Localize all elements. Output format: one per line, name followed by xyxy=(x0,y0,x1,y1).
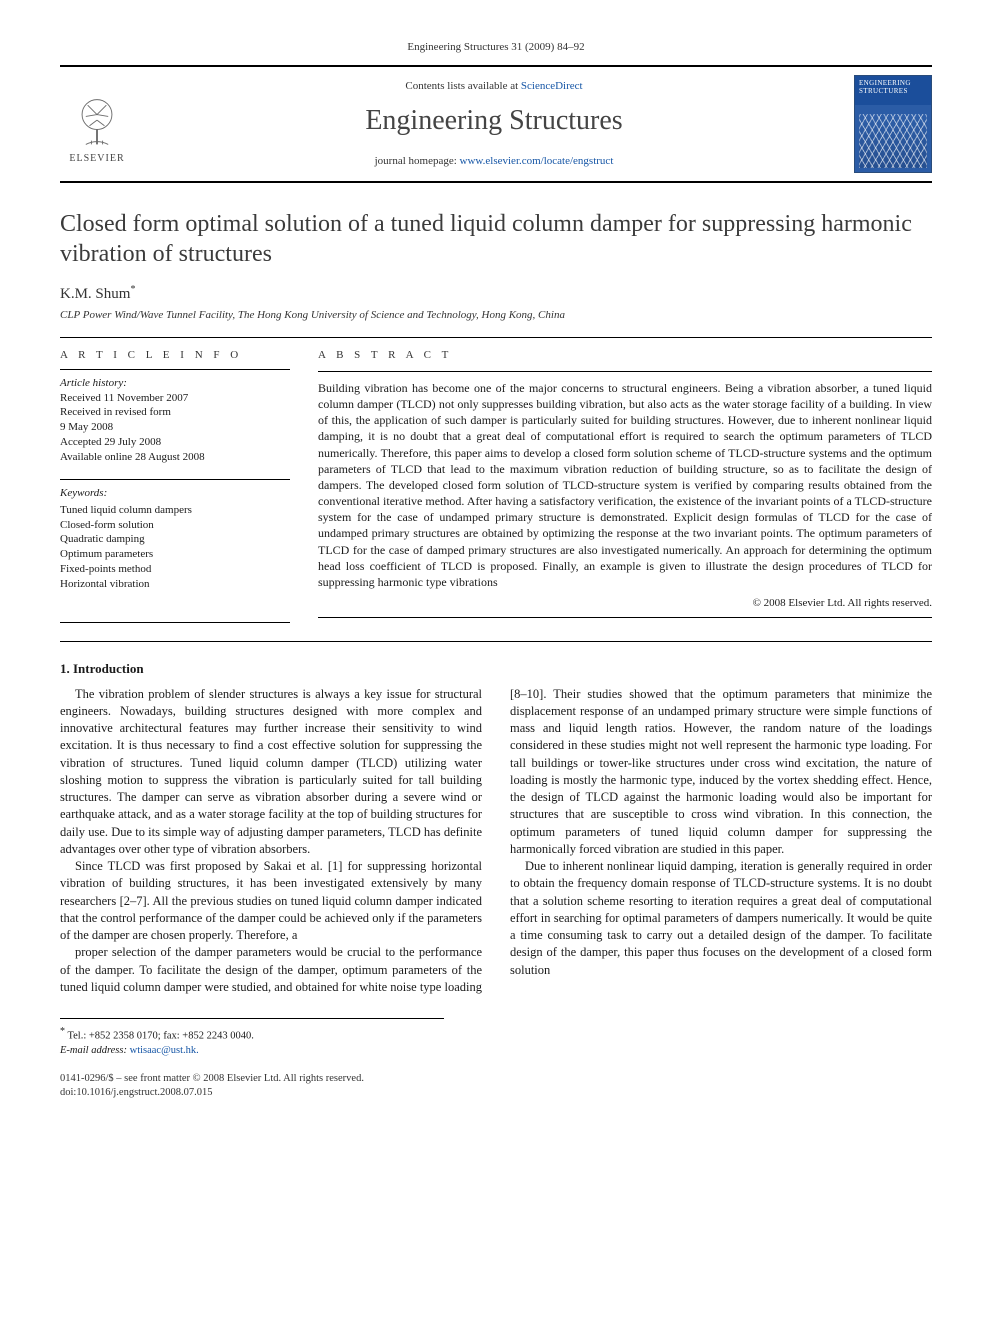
article-info-heading: A R T I C L E I N F O xyxy=(60,348,290,363)
keywords-label: Keywords: xyxy=(60,486,290,501)
rule xyxy=(318,617,932,618)
corr-contact: Tel.: +852 2358 0170; fax: +852 2243 004… xyxy=(67,1031,253,1042)
rule xyxy=(60,641,932,642)
homepage-line: journal homepage: www.elsevier.com/locat… xyxy=(146,154,842,169)
cover-art-icon xyxy=(859,114,927,168)
journal-header: ELSEVIER Contents lists available at Sci… xyxy=(60,65,932,183)
header-center: Contents lists available at ScienceDirec… xyxy=(146,79,842,168)
history-received: Received 11 November 2007 xyxy=(60,391,290,406)
author-line: K.M. Shum* xyxy=(60,283,932,304)
elsevier-tree-icon xyxy=(69,94,125,150)
corr-marker: * xyxy=(130,284,135,295)
email-label: E-mail address: xyxy=(60,1045,127,1056)
rule xyxy=(60,369,290,370)
body-paragraph: Due to inherent nonlinear liquid damping… xyxy=(510,858,932,979)
journal-citation: Engineering Structures 31 (2009) 84–92 xyxy=(60,40,932,55)
paper-title: Closed form optimal solution of a tuned … xyxy=(60,209,932,269)
article-history: Article history: Received 11 November 20… xyxy=(60,376,290,465)
keyword: Quadratic damping xyxy=(60,532,290,547)
keyword: Tuned liquid column dampers xyxy=(60,503,290,518)
keyword: Horizontal vibration xyxy=(60,577,290,592)
sciencedirect-link[interactable]: ScienceDirect xyxy=(521,80,583,92)
homepage-link[interactable]: www.elsevier.com/locate/engstruct xyxy=(460,155,614,167)
abstract-heading: A B S T R A C T xyxy=(318,348,932,363)
publisher-name: ELSEVIER xyxy=(69,152,124,166)
section-heading: 1. Introduction xyxy=(60,660,932,678)
keyword: Optimum parameters xyxy=(60,547,290,562)
rule xyxy=(60,622,290,623)
issn-line: 0141-0296/$ – see front matter © 2008 El… xyxy=(60,1072,932,1086)
author-name: K.M. Shum xyxy=(60,286,130,302)
history-revised-l2: 9 May 2008 xyxy=(60,420,290,435)
article-info-col: A R T I C L E I N F O Article history: R… xyxy=(60,348,290,618)
history-revised-l1: Received in revised form xyxy=(60,405,290,420)
body-paragraph: The vibration problem of slender structu… xyxy=(60,686,482,859)
journal-name: Engineering Structures xyxy=(146,102,842,140)
footnotes: * Tel.: +852 2358 0170; fax: +852 2243 0… xyxy=(60,1018,444,1058)
abstract-col: A B S T R A C T Building vibration has b… xyxy=(318,348,932,618)
abstract-text: Building vibration has become one of the… xyxy=(318,380,932,590)
corr-marker: * xyxy=(60,1026,65,1037)
publisher-logo: ELSEVIER xyxy=(60,82,134,166)
history-accepted: Accepted 29 July 2008 xyxy=(60,435,290,450)
rule xyxy=(318,371,932,372)
title-block: Closed form optimal solution of a tuned … xyxy=(60,209,932,323)
email-footnote: E-mail address: wtisaac@ust.hk. xyxy=(60,1044,444,1058)
journal-cover-thumb: ENGINEERING STRUCTURES xyxy=(854,75,932,173)
history-label: Article history: xyxy=(60,376,290,391)
keywords-block: Keywords: Tuned liquid column dampers Cl… xyxy=(60,486,290,592)
abstract-copyright: © 2008 Elsevier Ltd. All rights reserved… xyxy=(318,596,932,611)
email-link[interactable]: wtisaac@ust.hk. xyxy=(130,1045,199,1056)
keyword: Closed-form solution xyxy=(60,518,290,533)
rule xyxy=(60,337,932,338)
history-online: Available online 28 August 2008 xyxy=(60,450,290,465)
doi-line: doi:10.1016/j.engstruct.2008.07.015 xyxy=(60,1086,932,1100)
keyword: Fixed-points method xyxy=(60,562,290,577)
corr-footnote: * Tel.: +852 2358 0170; fax: +852 2243 0… xyxy=(60,1025,444,1044)
contents-line: Contents lists available at ScienceDirec… xyxy=(146,79,842,94)
meta-row: A R T I C L E I N F O Article history: R… xyxy=(60,348,932,618)
body-columns: The vibration problem of slender structu… xyxy=(60,686,932,997)
body: 1. Introduction The vibration problem of… xyxy=(60,660,932,996)
homepage-prefix: journal homepage: xyxy=(375,155,460,167)
body-paragraph: Since TLCD was first proposed by Sakai e… xyxy=(60,858,482,944)
contents-prefix: Contents lists available at xyxy=(405,80,520,92)
rule xyxy=(60,479,290,480)
affiliation: CLP Power Wind/Wave Tunnel Facility, The… xyxy=(60,308,932,323)
cover-title: ENGINEERING STRUCTURES xyxy=(859,80,927,95)
